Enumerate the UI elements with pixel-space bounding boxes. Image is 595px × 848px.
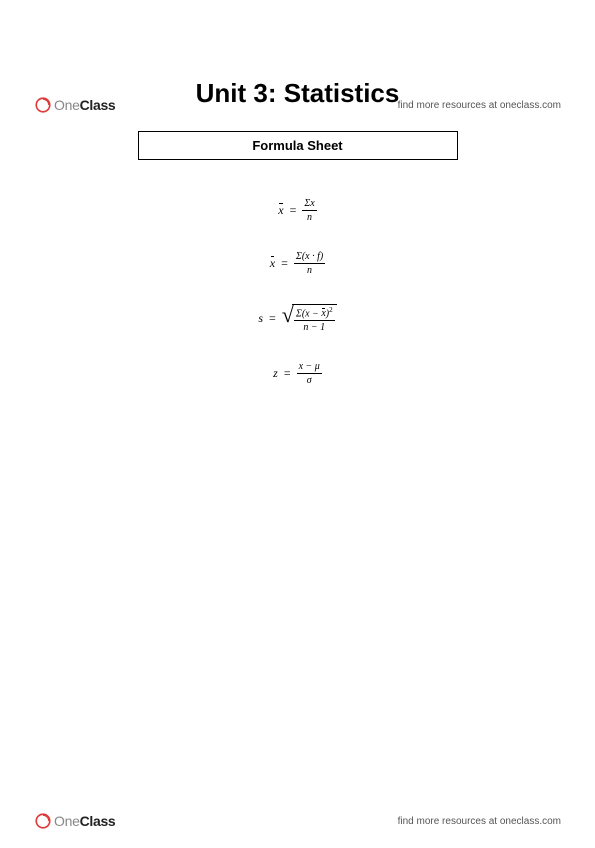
denominator: n xyxy=(305,264,314,276)
symbol-xbar: x xyxy=(321,308,325,319)
formula-list: x = Σx n x = Σ(x · f) n s = √ Σ(x − x)2 … xyxy=(0,198,595,386)
page-footer: OneClass find more resources at oneclass… xyxy=(0,812,595,830)
oneclass-icon xyxy=(34,96,52,114)
brand-logo-bold: Class xyxy=(80,813,116,829)
symbol-xbar: x xyxy=(278,203,283,218)
oneclass-icon xyxy=(34,812,52,830)
formula-stddev: s = √ Σ(x − x)2 n − 1 xyxy=(258,304,336,333)
radicand: Σ(x − x)2 n − 1 xyxy=(292,304,337,333)
fraction: Σ(x · f) n xyxy=(294,251,325,276)
brand-logo-light: One xyxy=(54,813,80,829)
numerator: x − μ xyxy=(297,361,322,374)
symbol-z: z xyxy=(273,366,278,381)
equals-sign: = xyxy=(288,203,299,218)
brand-logo-light: One xyxy=(54,97,80,113)
fraction: x − μ σ xyxy=(297,361,322,386)
numerator: Σ(x · f) xyxy=(294,251,325,264)
page-header: OneClass find more resources at oneclass… xyxy=(0,96,595,114)
formula-weighted-mean: x = Σ(x · f) n xyxy=(270,251,325,276)
numerator: Σ(x − x)2 xyxy=(294,307,335,321)
symbol-xbar: x xyxy=(270,256,275,271)
brand-logo-text: OneClass xyxy=(54,813,115,829)
section-header-box: Formula Sheet xyxy=(138,131,458,160)
denominator: n xyxy=(305,211,314,223)
brand-logo-bold: Class xyxy=(80,97,116,113)
formula-zscore: z = x − μ σ xyxy=(273,361,322,386)
denominator: σ xyxy=(305,374,314,386)
symbol-s: s xyxy=(258,311,263,326)
numerator: Σx xyxy=(302,198,316,211)
equals-sign: = xyxy=(279,256,290,271)
section-header-text: Formula Sheet xyxy=(252,138,342,153)
fraction: Σ(x − x)2 n − 1 xyxy=(294,307,335,333)
exponent: 2 xyxy=(329,306,333,314)
equals-sign: = xyxy=(267,311,278,326)
fraction: Σx n xyxy=(302,198,316,223)
equals-sign: = xyxy=(282,366,293,381)
denominator: n − 1 xyxy=(301,321,327,333)
square-root: √ Σ(x − x)2 n − 1 xyxy=(282,304,337,333)
brand-logo: OneClass xyxy=(34,96,115,114)
footer-tagline: find more resources at oneclass.com xyxy=(398,816,561,827)
brand-logo: OneClass xyxy=(34,812,115,830)
formula-mean: x = Σx n xyxy=(278,198,317,223)
header-tagline: find more resources at oneclass.com xyxy=(398,100,561,111)
brand-logo-text: OneClass xyxy=(54,97,115,113)
num-part-a: Σ(x − xyxy=(296,308,321,319)
